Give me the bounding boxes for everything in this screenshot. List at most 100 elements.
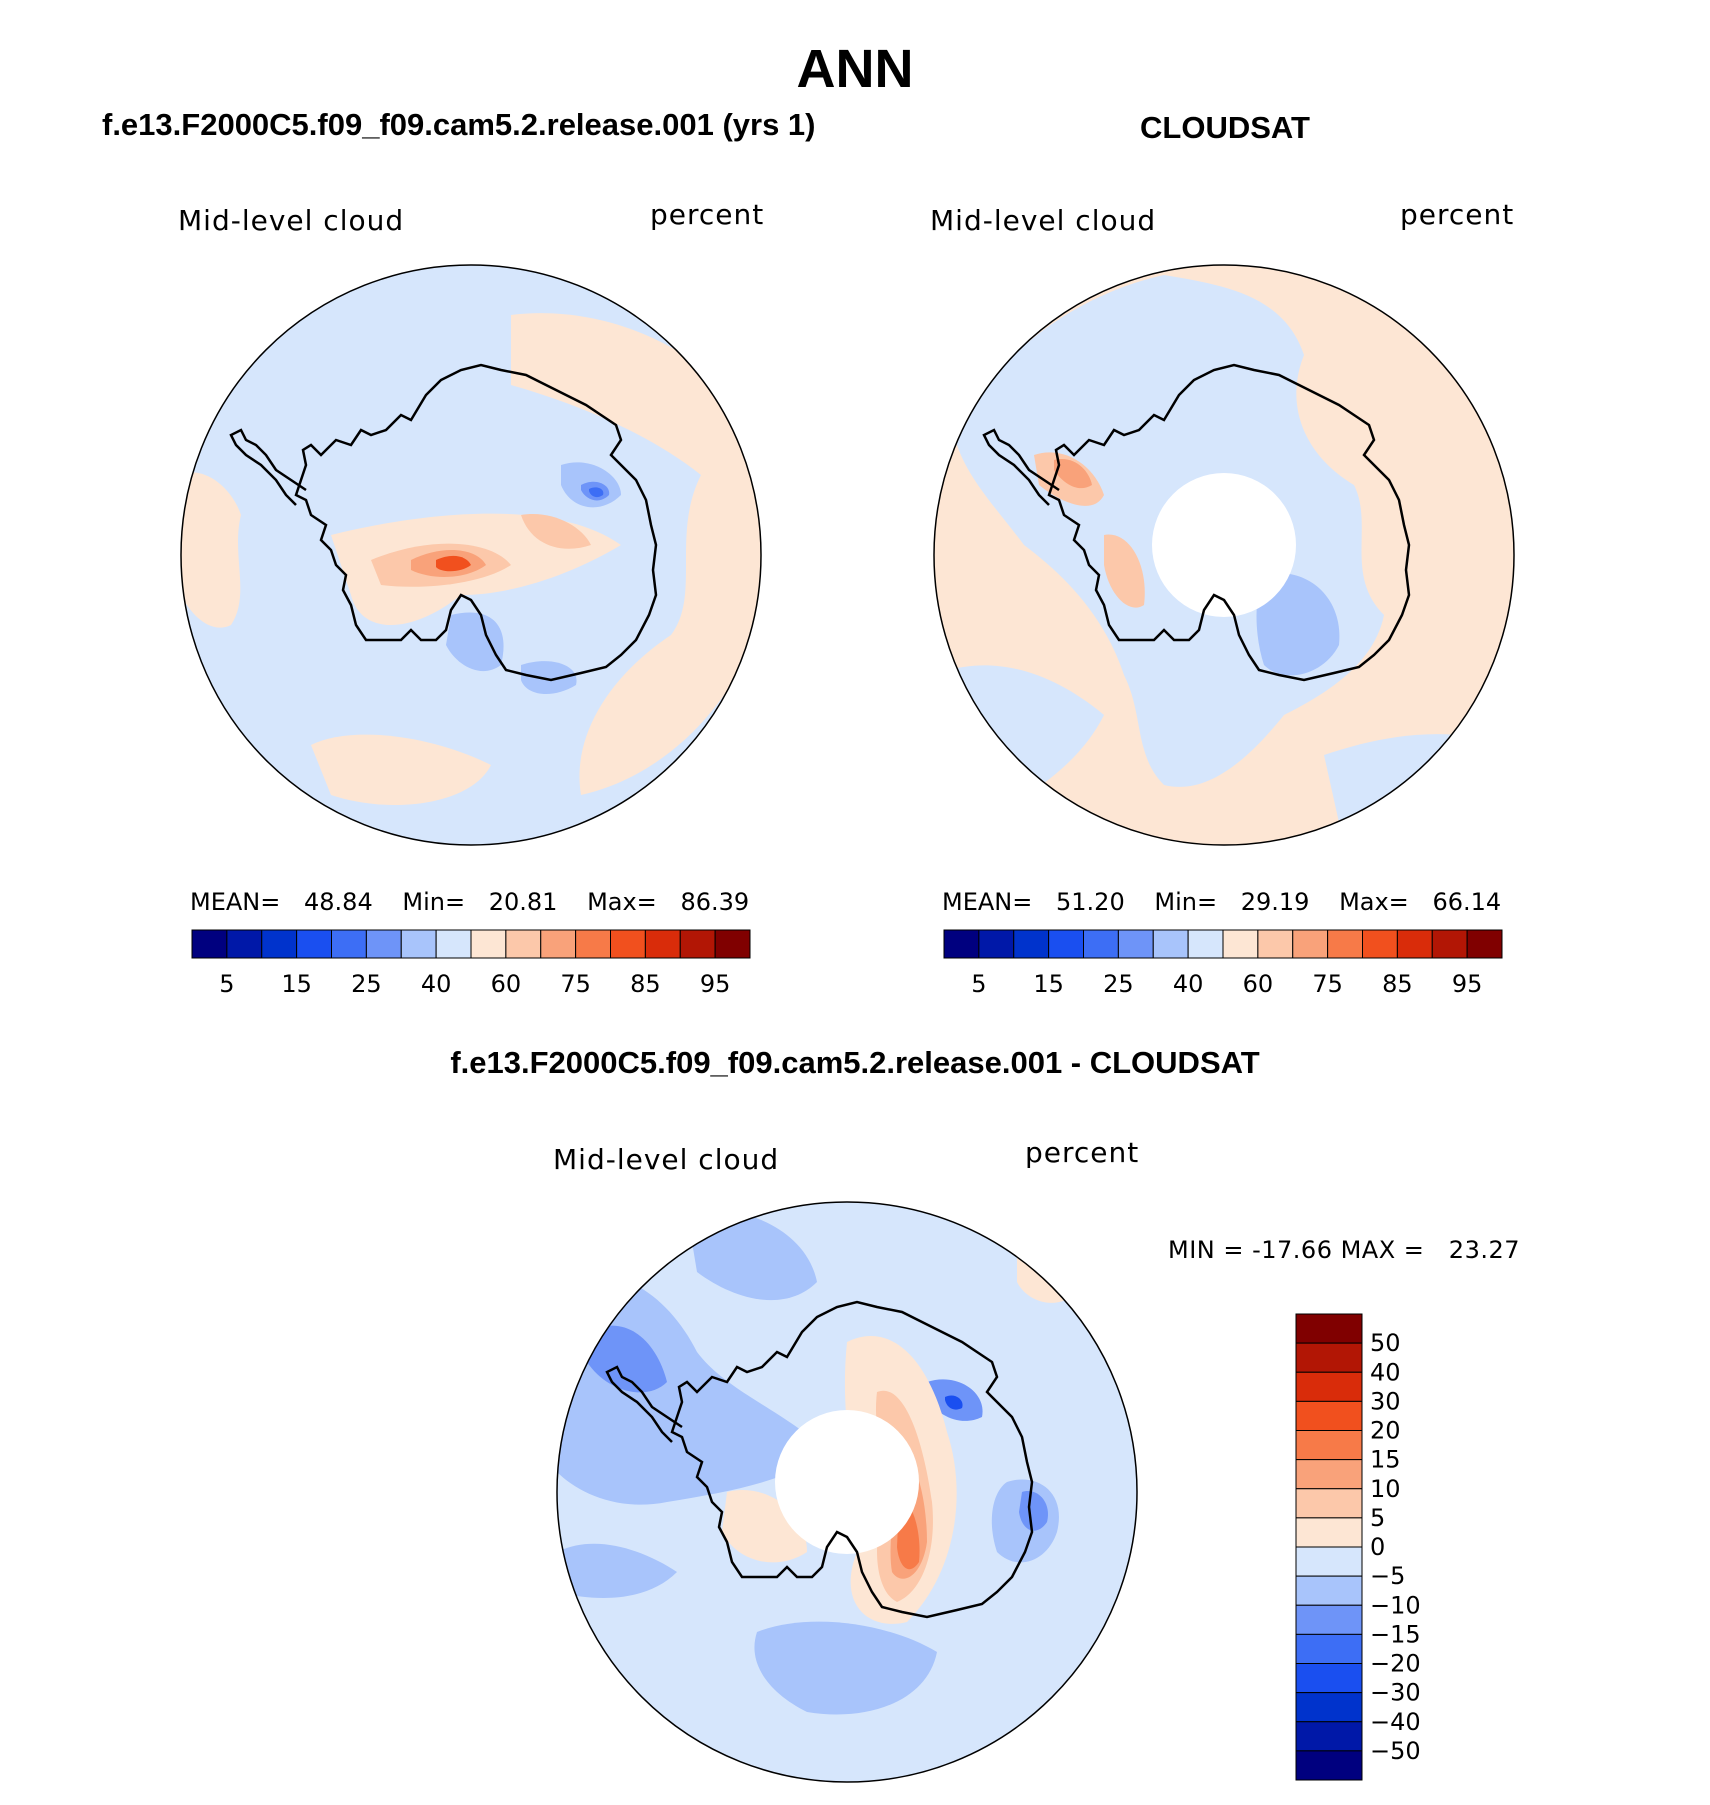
model-colorbar-swatch [296, 929, 332, 959]
diff-colorbar-label: 0 [1370, 1533, 1385, 1561]
obs-panel-title: CLOUDSAT [1140, 110, 1310, 145]
obs-colorbar-swatch [1431, 929, 1468, 959]
obs-min-value: 29.19 [1240, 888, 1310, 916]
obs-colorbar-swatch [1152, 929, 1189, 959]
obs-colorbar-swatch [1117, 929, 1154, 959]
model-polar-map [180, 264, 762, 846]
diff-cool-region [687, 1210, 817, 1301]
model-warm-region [436, 555, 471, 572]
model-colorbar-label: 15 [281, 970, 312, 998]
obs-warm-region [1054, 459, 1092, 489]
diff-colorbar-swatch [1295, 1313, 1363, 1344]
obs-mean-value: 51.20 [1056, 888, 1125, 916]
model-colorbar-label: 95 [700, 970, 731, 998]
model-colorbar-label: 60 [491, 970, 522, 998]
obs-mean-label: MEAN= [942, 888, 1033, 916]
obs-colorbar-swatch [1257, 929, 1294, 959]
model-panel-title: f.e13.F2000C5.f09_f09.cam5.2.release.001… [102, 107, 816, 142]
diff-units-label: percent [1025, 1136, 1140, 1169]
model-colorbar-label: 5 [219, 970, 234, 998]
diff-cool-region [754, 1621, 937, 1715]
diff-colorbar-label: −40 [1370, 1708, 1421, 1736]
diff-cool-region [587, 1325, 667, 1393]
obs-cool-region [1324, 734, 1514, 845]
model-colorbar-label: 40 [421, 970, 452, 998]
model-colorbar-label: 85 [630, 970, 661, 998]
model-warm-region [511, 313, 761, 795]
model-colorbar-swatch [191, 929, 228, 959]
diff-colorbar-swatch [1295, 1488, 1363, 1519]
model-colorbar-swatch [505, 929, 542, 959]
model-colorbar-swatch [575, 929, 611, 959]
diff-panel-title: f.e13.F2000C5.f09_f09.cam5.2.release.001… [450, 1045, 1260, 1080]
obs-colorbar-label: 95 [1452, 970, 1483, 998]
model-colorbar-swatch [365, 929, 402, 959]
obs-max-label: Max= [1339, 888, 1409, 916]
diff-colorbar-swatch [1295, 1546, 1363, 1577]
obs-variable-label: Mid-level cloud [930, 204, 1157, 237]
model-colorbar-swatch [714, 929, 751, 959]
model-colorbar-swatch [261, 929, 298, 959]
model-colorbar-swatch [435, 929, 472, 959]
season-title: ANN [796, 39, 914, 99]
obs-colorbar-swatch [1222, 929, 1259, 959]
diff-cool-region [945, 1395, 963, 1410]
diff-colorbar-swatch [1295, 1721, 1363, 1752]
diff-colorbar-swatch [1295, 1342, 1363, 1373]
diff-polar-map [556, 1201, 1138, 1783]
diff-colorbar-label: 50 [1370, 1329, 1401, 1357]
obs-colorbar-swatch [943, 929, 980, 959]
obs-colorbar-swatch [1327, 929, 1363, 959]
diff-cool-region [557, 1543, 677, 1598]
obs-polar-map [933, 264, 1515, 846]
model-colorbar-swatch [644, 929, 681, 959]
obs-pole-hole [1152, 473, 1296, 617]
obs-colorbar-label: 25 [1103, 970, 1134, 998]
model-variable-label: Mid-level cloud [178, 204, 405, 237]
obs-map-border [933, 264, 1515, 846]
diff-colorbar-swatch [1295, 1692, 1363, 1723]
diff-cool-region [1019, 1491, 1048, 1531]
diff-colorbar-swatch [1295, 1604, 1363, 1635]
diff-colorbar-swatch [1295, 1400, 1363, 1431]
diff-colorbar-label: 30 [1370, 1387, 1401, 1415]
diff-colorbar-swatch [1295, 1371, 1363, 1402]
diff-pole-hole [775, 1410, 919, 1554]
model-warm-region [311, 734, 491, 805]
diff-colorbar-swatch [1295, 1517, 1363, 1548]
model-min-label: Min= [402, 888, 466, 916]
model-min-value: 20.81 [488, 888, 558, 916]
obs-cool-region [1256, 573, 1340, 676]
obs-colorbar-swatch [1292, 929, 1329, 959]
obs-max-value: 66.14 [1432, 888, 1502, 916]
diff-colorbar-swatch [1295, 1633, 1363, 1664]
obs-colorbar-swatch [978, 929, 1015, 959]
diff-colorbar-label: −50 [1370, 1737, 1421, 1765]
model-mean-label: MEAN= [190, 888, 281, 916]
model-warm-region [521, 514, 591, 549]
obs-colorbar-label: 15 [1033, 970, 1064, 998]
obs-stats: MEAN= 51.20 Min= 29.19 Max= 66.14 [942, 888, 1501, 916]
model-map-border [180, 264, 762, 846]
diff-colorbar-swatch [1295, 1750, 1363, 1781]
model-cool-region [521, 661, 577, 695]
obs-colorbar-swatch [1187, 929, 1224, 959]
model-cool-region [446, 612, 504, 672]
obs-min-label: Min= [1154, 888, 1218, 916]
obs-colorbar-swatch [1013, 929, 1050, 959]
diff-colorbar-swatch [1295, 1459, 1363, 1490]
obs-units-label: percent [1400, 198, 1515, 231]
diff-minmax-text: MIN = -17.66 MAX = 23.27 [1168, 1236, 1520, 1264]
diff-colorbar-label: 10 [1370, 1475, 1401, 1503]
obs-colorbar-swatch [1048, 929, 1084, 959]
obs-colorbar-label: 60 [1243, 970, 1274, 998]
model-stats: MEAN= 48.84 Min= 20.81 Max= 86.39 [190, 888, 749, 916]
diff-colorbar-label: 20 [1370, 1417, 1401, 1445]
model-colorbar: 5 15 25 40 60 75 85 95 [191, 929, 751, 998]
diff-variable-label: Mid-level cloud [553, 1143, 780, 1176]
obs-colorbar-swatch [1362, 929, 1398, 959]
diff-colorbar-swatch [1295, 1430, 1363, 1461]
model-units-label: percent [650, 198, 765, 231]
diff-colorbar-swatch [1295, 1575, 1363, 1606]
model-colorbar-swatch [610, 929, 646, 959]
